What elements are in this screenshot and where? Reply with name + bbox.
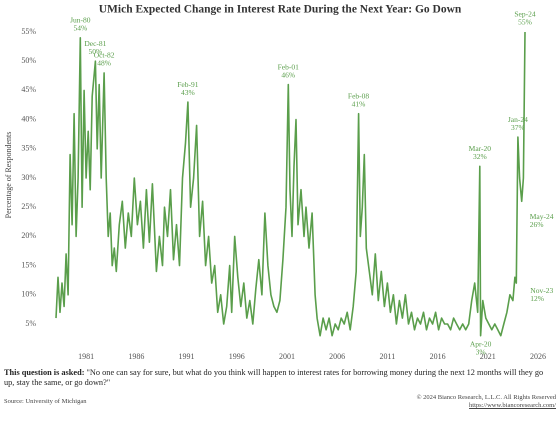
y-tick-label: 45% [21, 85, 36, 94]
question-text: "No one can say for sure, but what do yo… [4, 368, 544, 387]
y-tick-label: 55% [21, 27, 36, 36]
y-tick-label: 15% [21, 260, 36, 269]
x-tick-label: 2021 [480, 352, 496, 361]
y-tick-label: 10% [21, 290, 36, 299]
annotation-label: Apr-20 [470, 339, 492, 348]
y-tick-label: 35% [21, 144, 36, 153]
question-note: This question is asked: "No one can say … [4, 368, 554, 388]
annotation-label: Feb-01 [278, 62, 299, 71]
annotation-value: 50% [89, 47, 103, 56]
source: Source: University of Michigan [4, 398, 87, 405]
annotation-label: Nov-23 [530, 286, 553, 295]
x-tick-label: 1996 [229, 352, 245, 361]
x-tick-label: 2006 [329, 352, 345, 361]
x-tick-label: 2026 [530, 352, 546, 361]
annotation-value: 48% [97, 59, 111, 68]
annotation-label: May-24 [530, 212, 554, 221]
y-tick-label: 40% [21, 114, 36, 123]
y-tick-label: 20% [21, 231, 36, 240]
annotation-value: 55% [518, 18, 532, 27]
chart: UMich Expected Change in Interest Rate D… [4, 4, 554, 361]
annotation-label: Feb-08 [348, 91, 369, 100]
annotation-label: Oct-82 [94, 51, 115, 60]
annotation-label: Jan-24 [508, 115, 528, 124]
url: https://www.biancoresearch.com/ [469, 402, 556, 409]
annotation-value: 32% [473, 152, 487, 161]
annotation-label: Mar-20 [469, 144, 492, 153]
y-tick-label: 50% [21, 56, 36, 65]
x-tick-label: 1981 [78, 352, 94, 361]
chart-title: UMich Expected Change in Interest Rate D… [99, 4, 462, 16]
annotation-value: 43% [181, 88, 195, 97]
annotation-value: 3% [476, 347, 486, 356]
annotation-value: 26% [530, 220, 544, 229]
x-tick-label: 2011 [380, 352, 396, 361]
annotation-label: Sep-24 [514, 10, 535, 19]
y-tick-label: 30% [21, 173, 36, 182]
question-lead: This question is asked: [4, 368, 85, 377]
annotation-value: 54% [73, 24, 87, 33]
x-tick-label: 1991 [179, 352, 195, 361]
annotation-label: Feb-91 [177, 80, 198, 89]
x-tick-label: 2001 [279, 352, 295, 361]
annotation-label: Jun-80 [70, 16, 91, 25]
annotation-value: 37% [511, 123, 525, 132]
annotation-value: 12% [530, 294, 544, 303]
annotation-label: Dec-81 [84, 39, 106, 48]
annotation-value: 41% [352, 99, 366, 108]
annotation-value: 46% [281, 70, 295, 79]
x-tick-label: 2016 [430, 352, 446, 361]
copyright: © 2024 Bianco Research, L.L.C. All Right… [416, 394, 556, 401]
data-line [55, 31, 526, 337]
y-axis-label: Percentage of Respondents [4, 132, 13, 219]
y-tick-label: 25% [21, 202, 36, 211]
y-tick-label: 5% [25, 319, 36, 328]
x-tick-label: 1986 [128, 352, 144, 361]
